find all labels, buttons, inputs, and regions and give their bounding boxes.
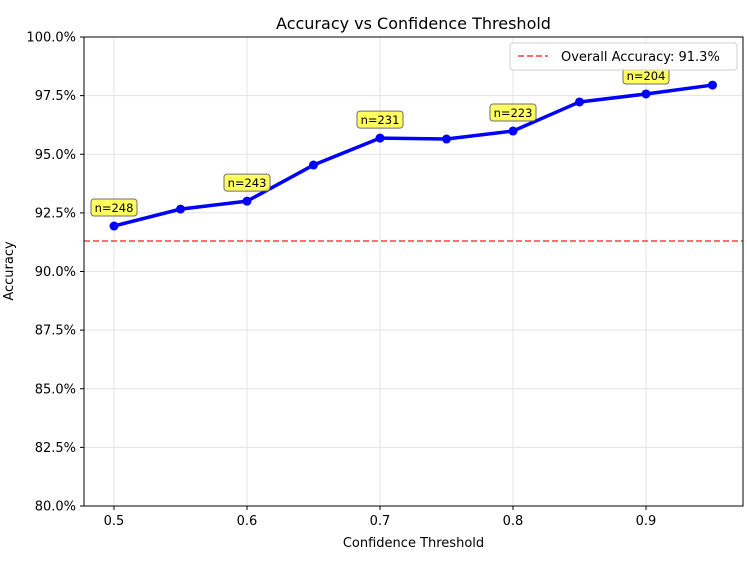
- annotation-label: n=248: [95, 201, 134, 215]
- y-tick-label: 90.0%: [35, 265, 76, 280]
- annotation-box: [223, 173, 271, 192]
- annotations: n=248 n=243 n=231 n=223 n=204: [90, 66, 670, 217]
- x-tick-label: 0.5: [104, 514, 125, 529]
- data-point: [708, 80, 717, 90]
- data-point: [508, 126, 518, 136]
- annotation-label: n=204: [627, 69, 666, 83]
- x-axis-label: Confidence Threshold: [343, 536, 484, 551]
- series: [109, 80, 717, 231]
- legend-box: [509, 42, 738, 71]
- data-point: [375, 133, 385, 143]
- data-point: [309, 160, 318, 170]
- x-tick-label: 0.6: [237, 514, 258, 529]
- annotation-box: [90, 198, 138, 217]
- annotation-label: n=223: [494, 106, 533, 120]
- data-point: [242, 196, 252, 206]
- data-point: [641, 89, 651, 99]
- legend-label: Overall Accuracy: 91.3%: [561, 50, 720, 65]
- y-tick-label: 97.5%: [35, 89, 76, 104]
- y-tick-label: 85.0%: [35, 382, 76, 397]
- y-tick-label: 95.0%: [35, 148, 76, 163]
- annotation-label: n=231: [361, 113, 400, 127]
- y-tick-label: 80.0%: [35, 500, 76, 515]
- y-tick-label: 92.5%: [35, 206, 76, 221]
- grid: [84, 36, 743, 507]
- data-point: [109, 221, 119, 231]
- data-point: [575, 97, 584, 107]
- y-axis-label: Accuracy: [2, 241, 17, 301]
- annotation-box: [356, 110, 404, 129]
- series-line: [113, 83, 713, 228]
- data-point: [176, 204, 185, 214]
- legend: Overall Accuracy: 91.3%: [509, 42, 738, 71]
- annotation-label: n=243: [228, 176, 267, 190]
- x-tick-label: 0.7: [370, 514, 391, 529]
- chart-title: Accuracy vs Confidence Threshold: [276, 14, 551, 33]
- x-tick-label: 0.9: [636, 514, 657, 529]
- data-point: [442, 134, 451, 144]
- y-tick-label: 82.5%: [35, 441, 76, 456]
- y-tick-label: 87.5%: [35, 324, 76, 339]
- x-tick-label: 0.8: [503, 514, 524, 529]
- annotation-box: [489, 103, 537, 122]
- y-tick-label: 100.0%: [26, 31, 76, 46]
- ticks: 0.5 0.6 0.7 0.8 0.9 80.0% 82.5% 85.0% 87.5% 90.0%…: [26, 31, 656, 530]
